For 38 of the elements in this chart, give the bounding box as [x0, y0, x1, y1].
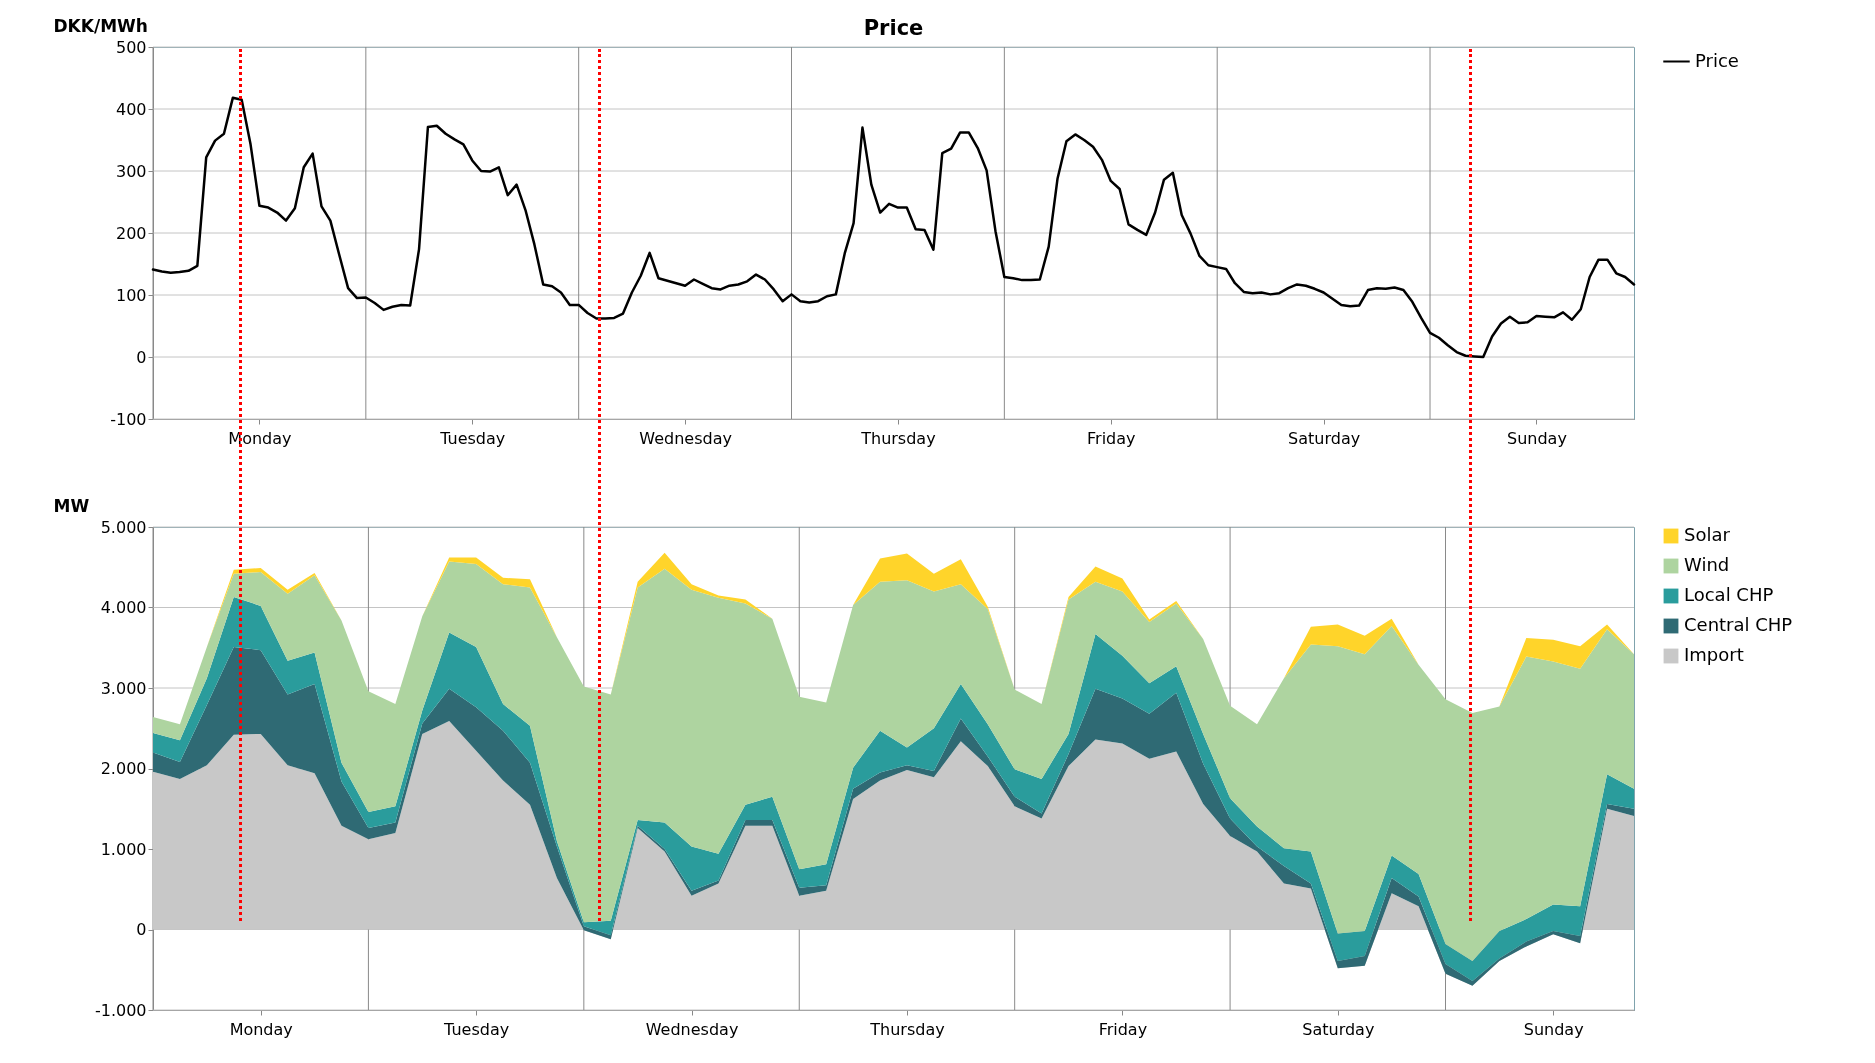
y-tick-label: -100 [110, 409, 147, 429]
x-tick-label: Sunday [1523, 1019, 1584, 1039]
x-tick-label: Monday [229, 1019, 293, 1039]
y-tick-label: 500 [115, 37, 147, 57]
y-tick-label: 4.000 [100, 598, 147, 617]
y-tick-label: 2.000 [100, 759, 147, 778]
x-tick-label: Monday [228, 428, 292, 448]
y-axis-title: DKK/MWh [53, 15, 148, 36]
x-tick-label: Friday [1087, 428, 1136, 448]
legend-label: Local CHP [1684, 584, 1774, 605]
y-tick-label: 300 [115, 161, 147, 181]
legend-label: Solar [1684, 524, 1731, 545]
y-tick-label: 100 [115, 285, 147, 305]
x-tick-label: Wednesday [645, 1019, 739, 1039]
y-tick-label: 200 [115, 223, 147, 243]
y-tick-label: 400 [115, 99, 147, 119]
x-tick-label: Thursday [860, 428, 936, 448]
x-tick-label: Tuesday [439, 428, 506, 448]
legend-label: Wind [1684, 554, 1730, 575]
x-tick-label: Thursday [869, 1019, 945, 1039]
y-tick-label: -1.000 [94, 1000, 147, 1020]
y-axis-title: MW [53, 495, 90, 516]
y-tick-label: 1.000 [100, 839, 147, 859]
line-series [151, 96, 1636, 359]
legend-label: Price [1695, 49, 1739, 71]
y-tick-label: 3.000 [100, 678, 147, 698]
legend-label: Import [1684, 644, 1744, 665]
x-tick-label: Sunday [1507, 428, 1567, 448]
legend-label: Central CHP [1684, 614, 1793, 635]
x-tick-label: Wednesday [639, 428, 732, 448]
x-tick-label: Friday [1098, 1019, 1148, 1039]
x-tick-label: Saturday [1302, 1019, 1375, 1039]
y-tick-label: 0 [136, 347, 147, 367]
chart-title: Price [863, 16, 924, 40]
y-tick-label: 0 [136, 920, 147, 939]
x-tick-label: Tuesday [443, 1019, 510, 1039]
x-tick-label: Saturday [1288, 428, 1361, 448]
y-tick-label: 5.000 [100, 517, 147, 537]
